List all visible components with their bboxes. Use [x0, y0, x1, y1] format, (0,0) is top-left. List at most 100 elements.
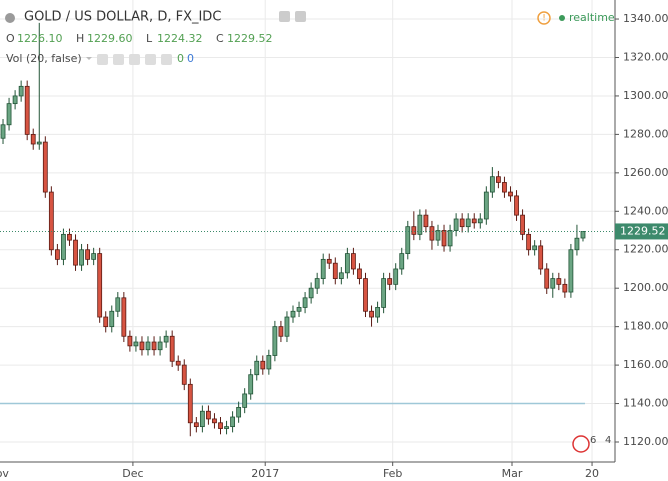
- candle-body: [562, 283, 568, 293]
- candle-body: [514, 195, 519, 216]
- candle-body: [224, 426, 229, 429]
- candle-body: [73, 239, 78, 266]
- candle-body: [236, 406, 242, 418]
- tool-icon: [161, 54, 172, 65]
- candle-body: [54, 249, 60, 260]
- candle-body: [97, 253, 103, 318]
- tool-icon: [145, 54, 156, 65]
- candle-body: [206, 410, 211, 420]
- y-tick-label: 1120.00: [623, 435, 668, 448]
- candle-body: [48, 191, 54, 251]
- candle-body: [302, 297, 308, 308]
- last-price-tag: [615, 223, 668, 240]
- candle-body: [260, 360, 266, 370]
- candle-body: [109, 310, 115, 328]
- candle-body: [496, 176, 501, 183]
- ohlc-key: O: [6, 32, 15, 45]
- x-tick-label: 20: [585, 467, 599, 480]
- y-tick-label: 1180.00: [623, 320, 668, 333]
- candle-body: [290, 310, 296, 318]
- candle-body: [526, 233, 532, 251]
- candle-body: [218, 422, 223, 429]
- candle-body: [266, 355, 272, 370]
- y-tick-label: 1240.00: [623, 204, 668, 217]
- candle-body: [387, 278, 393, 285]
- dropdown-icon: [86, 57, 92, 60]
- candle-body: [483, 191, 489, 220]
- candle-body: [127, 335, 133, 347]
- candle-body: [393, 268, 399, 285]
- candle-body: [169, 335, 175, 362]
- candle-body: [417, 214, 423, 235]
- candle-body: [61, 233, 66, 260]
- candle-body: [157, 341, 163, 351]
- candle-body: [12, 95, 18, 105]
- candle-body: [36, 141, 42, 145]
- event-count: 6: [590, 435, 596, 446]
- tool-icon: [97, 54, 108, 65]
- candle-body: [296, 307, 302, 312]
- ohlc-value: 1229.52: [227, 32, 273, 45]
- candle-body: [332, 262, 338, 279]
- candle-body: [284, 316, 290, 337]
- candle-body: [381, 278, 387, 308]
- volume-value: 0: [187, 52, 194, 65]
- candle-body: [242, 393, 248, 408]
- y-tick-label: 1220.00: [623, 243, 668, 256]
- candle-body: [199, 410, 205, 428]
- candle-body: [212, 418, 217, 424]
- candle-body: [489, 176, 495, 193]
- x-tick-label: Feb: [383, 467, 402, 480]
- candle-body: [375, 307, 380, 318]
- candle-body: [357, 268, 362, 279]
- candle-body: [6, 103, 12, 126]
- candle-body: [121, 297, 127, 337]
- event-icon: [572, 435, 590, 453]
- y-tick-label: 1300.00: [623, 89, 668, 102]
- candle-body: [520, 214, 525, 235]
- alert-mark: !: [542, 14, 546, 24]
- candle-body: [405, 226, 411, 254]
- ohlc-value: 1229.60: [87, 32, 133, 45]
- candle-body: [568, 249, 574, 293]
- candle-body: [139, 341, 145, 351]
- tool-icon: [129, 54, 140, 65]
- y-tick-label: 1140.00: [623, 397, 668, 410]
- volume-label: Vol (20, false): [6, 52, 82, 65]
- candle-body: [338, 272, 344, 279]
- candle-body: [18, 85, 24, 97]
- status-icon: [5, 13, 15, 23]
- candle-body: [465, 218, 471, 228]
- candle-body: [411, 226, 417, 235]
- plot: Nov Dec 2017 Feb Mar 20: [0, 0, 615, 480]
- candle-body: [163, 335, 169, 343]
- ohlc-key: H: [76, 32, 84, 45]
- candle-body: [580, 231, 586, 239]
- settings-icon: [295, 11, 306, 22]
- candle-body: [115, 297, 121, 312]
- candle-body: [278, 326, 284, 337]
- ohlc-value: 1226.10: [17, 32, 63, 45]
- candle-body: [24, 85, 30, 135]
- candle-body: [181, 364, 187, 385]
- candle-body: [320, 258, 326, 279]
- candle-body: [308, 287, 314, 299]
- x-tick-label: Mar: [502, 467, 523, 480]
- ohlc-key: C: [216, 32, 224, 45]
- candle-body: [429, 226, 435, 241]
- candle-body: [67, 233, 72, 241]
- y-tick-label: 1200.00: [623, 281, 668, 294]
- candle-body: [544, 268, 550, 289]
- y-tick-label: 1320.00: [623, 50, 668, 63]
- candle-body: [453, 218, 459, 231]
- candle-body: [230, 416, 235, 428]
- candle-body: [187, 383, 193, 424]
- candle-body: [91, 253, 97, 260]
- candle-body: [363, 278, 368, 312]
- candle-body: [344, 253, 350, 274]
- ohlc-key: L: [146, 32, 153, 45]
- candle-body: [441, 230, 447, 247]
- alert-icon: [537, 11, 551, 25]
- event-count: 4: [605, 435, 611, 446]
